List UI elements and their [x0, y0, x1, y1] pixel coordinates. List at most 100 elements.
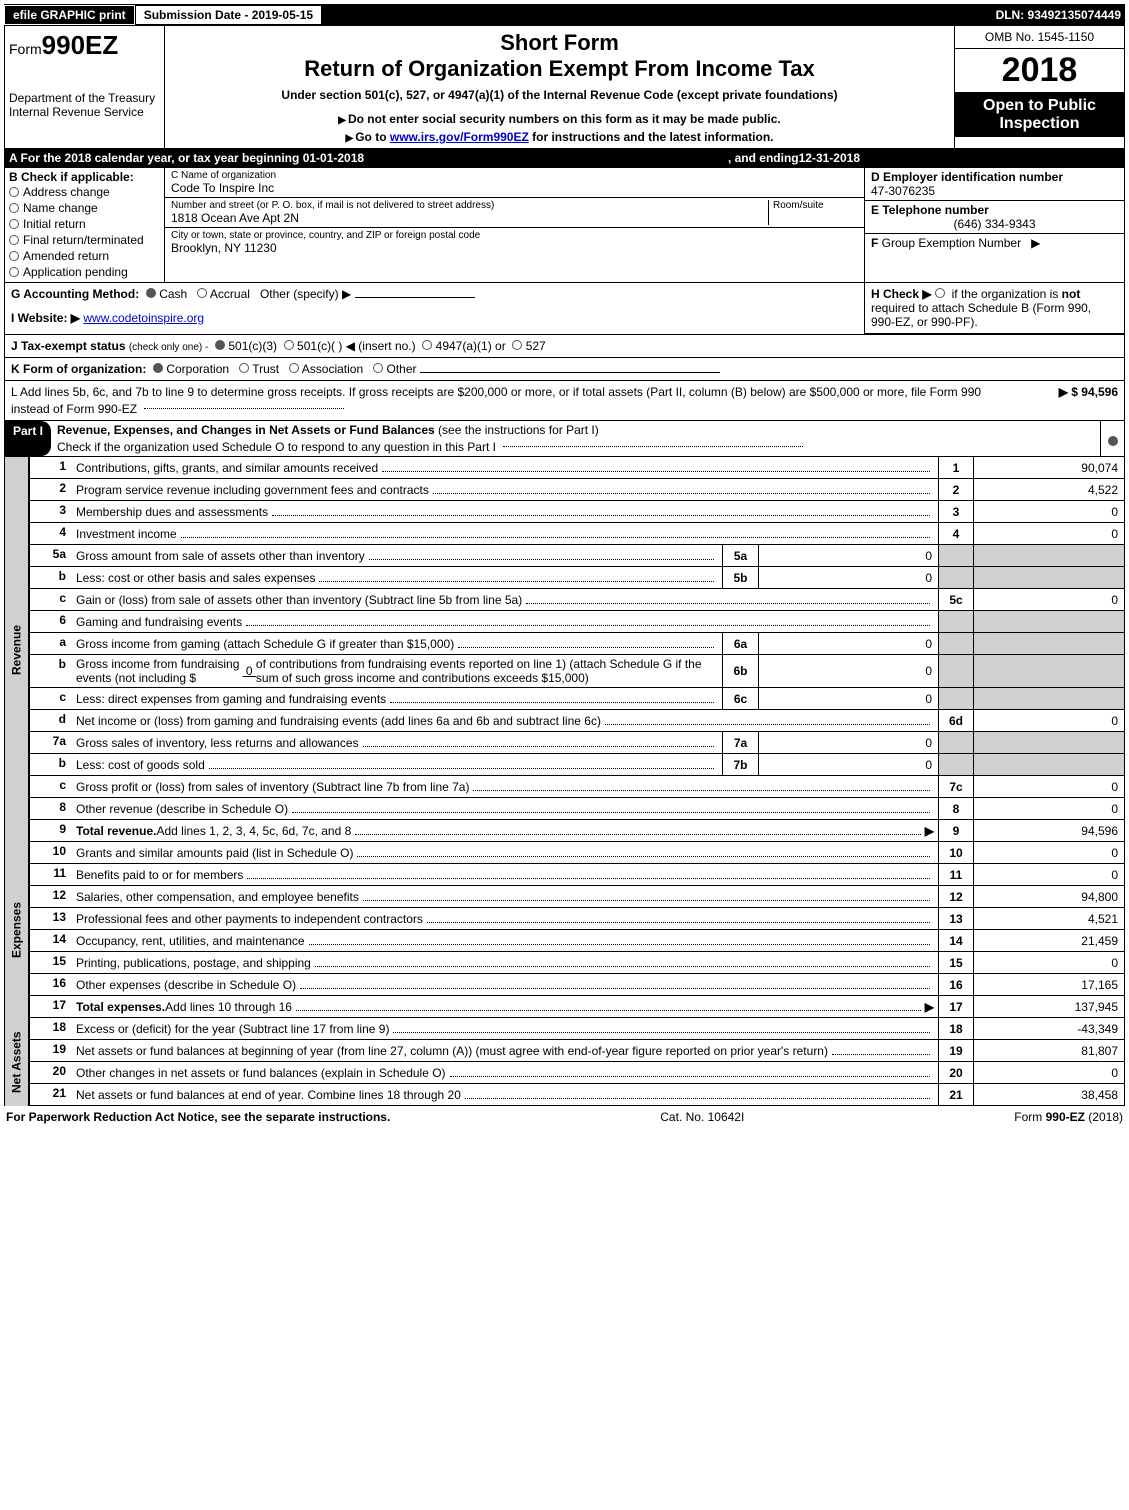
line-description: Net assets or fund balances at beginning…: [72, 1040, 938, 1061]
website-link[interactable]: www.codetoinspire.org: [83, 311, 204, 325]
line-2: 2Program service revenue including gover…: [29, 479, 1125, 501]
line-description: Grants and similar amounts paid (list in…: [72, 842, 938, 863]
initial-return-radio[interactable]: [9, 219, 19, 229]
line-b: bGross income from fundraising events (n…: [29, 655, 1125, 688]
line-box: 17: [938, 996, 974, 1017]
line-7a: 7aGross sales of inventory, less returns…: [29, 732, 1125, 754]
line-box: 5c: [938, 589, 974, 610]
line-description: Gross amount from sale of assets other t…: [72, 545, 722, 566]
line-description: Professional fees and other payments to …: [72, 908, 938, 929]
line-box: 11: [938, 864, 974, 885]
line-number: 21: [30, 1084, 72, 1105]
501c-radio[interactable]: [284, 340, 294, 350]
line-3: 3Membership dues and assessments30: [29, 501, 1125, 523]
footer-left: For Paperwork Reduction Act Notice, see …: [6, 1110, 390, 1124]
entity-block: B Check if applicable: Address change Na…: [4, 168, 1125, 283]
cash-radio[interactable]: [146, 288, 156, 298]
trust-radio[interactable]: [239, 363, 249, 373]
line-18: 18Excess or (deficit) for the year (Subt…: [29, 1018, 1125, 1040]
line-value-grey: [974, 688, 1124, 709]
line-value: 38,458: [974, 1084, 1124, 1105]
line-description: Other revenue (describe in Schedule O): [72, 798, 938, 819]
other-org-input[interactable]: [420, 372, 720, 373]
room-suite-label: Room/suite: [773, 200, 858, 211]
line-number: d: [30, 710, 72, 731]
line-box-grey: [938, 633, 974, 654]
application-pending-radio[interactable]: [9, 267, 19, 277]
line-number: 1: [30, 457, 72, 478]
schedule-o-check[interactable]: [1108, 436, 1118, 446]
name-change-radio[interactable]: [9, 203, 19, 213]
association-radio[interactable]: [289, 363, 299, 373]
mid-line-box: 6b: [722, 655, 758, 687]
line-value: 0: [974, 864, 1124, 885]
amended-return-radio[interactable]: [9, 251, 19, 261]
mid-line-value: 0: [758, 655, 938, 687]
other-specify-input[interactable]: [355, 297, 475, 298]
line-value: 0: [974, 1062, 1124, 1083]
form-header: Form990EZ Department of the Treasury Int…: [4, 26, 1125, 149]
line-19: 19Net assets or fund balances at beginni…: [29, 1040, 1125, 1062]
irs-form-link[interactable]: www.irs.gov/Form990EZ: [390, 130, 529, 144]
line-12: 12Salaries, other compensation, and empl…: [29, 886, 1125, 908]
line-box-grey: [938, 567, 974, 588]
telephone-value: (646) 334-9343: [871, 217, 1118, 231]
address-change-radio[interactable]: [9, 187, 19, 197]
schedule-b-radio[interactable]: [935, 288, 945, 298]
submission-date-button[interactable]: Submission Date - 2019-05-15: [135, 5, 322, 25]
line-value: -43,349: [974, 1018, 1124, 1039]
line-box: 18: [938, 1018, 974, 1039]
line-description: Other changes in net assets or fund bala…: [72, 1062, 938, 1083]
name-change-label: Name change: [23, 201, 98, 215]
line-description: Total expenses. Add lines 10 through 16▶: [72, 996, 938, 1017]
trust-label: Trust: [252, 362, 279, 376]
line-a: aGross income from gaming (attach Schedu…: [29, 633, 1125, 655]
line-number: 15: [30, 952, 72, 973]
expenses-section: Expenses 10Grants and similar amounts pa…: [4, 842, 1125, 1018]
line-value: 17,165: [974, 974, 1124, 995]
mid-line-box: 5a: [722, 545, 758, 566]
line-number: 18: [30, 1018, 72, 1039]
line-box: 7c: [938, 776, 974, 797]
ssn-note: Do not enter social security numbers on …: [169, 112, 950, 126]
net-assets-side-label: Net Assets: [5, 1018, 29, 1106]
line-number: c: [30, 776, 72, 797]
row-g-h: G Accounting Method: Cash Accrual Other …: [4, 283, 1125, 335]
omb-number: OMB No. 1545-1150: [955, 26, 1124, 49]
efile-print-button[interactable]: efile GRAPHIC print: [4, 5, 135, 25]
line-box: 8: [938, 798, 974, 819]
line-value: 81,807: [974, 1040, 1124, 1061]
top-bar: efile GRAPHIC print Submission Date - 20…: [4, 4, 1125, 26]
line-description: Investment income: [72, 523, 938, 544]
line-description: Membership dues and assessments: [72, 501, 938, 522]
dept-treasury: Department of the Treasury: [9, 91, 160, 105]
line-number: c: [30, 688, 72, 709]
other-org-radio[interactable]: [373, 363, 383, 373]
org-name: Code To Inspire Inc: [171, 181, 858, 195]
line-c: cLess: direct expenses from gaming and f…: [29, 688, 1125, 710]
line-4: 4Investment income40: [29, 523, 1125, 545]
line-21: 21Net assets or fund balances at end of …: [29, 1084, 1125, 1106]
address-change-label: Address change: [23, 185, 110, 199]
corporation-label: Corporation: [166, 362, 229, 376]
line-box-grey: [938, 655, 974, 687]
line-14: 14Occupancy, rent, utilities, and mainte…: [29, 930, 1125, 952]
line-box: 13: [938, 908, 974, 929]
corporation-radio[interactable]: [153, 363, 163, 373]
accrual-radio[interactable]: [197, 288, 207, 298]
line-value: 94,800: [974, 886, 1124, 907]
cash-label: Cash: [159, 287, 187, 301]
4947-radio[interactable]: [422, 340, 432, 350]
501c-label: 501(c)( ) ◀ (insert no.): [297, 339, 416, 353]
line-box-grey: [938, 688, 974, 709]
mid-line-box: 5b: [722, 567, 758, 588]
goto-link-row: Go to www.irs.gov/Form990EZ for instruct…: [169, 130, 950, 144]
final-return-radio[interactable]: [9, 235, 19, 245]
subtitle: Under section 501(c), 527, or 4947(a)(1)…: [169, 88, 950, 102]
part-1-check-note: Check if the organization used Schedule …: [57, 440, 496, 454]
line-number: 9: [30, 820, 72, 841]
line-1: 1Contributions, gifts, grants, and simil…: [29, 457, 1125, 479]
501c3-radio[interactable]: [215, 340, 225, 350]
line-box: 2: [938, 479, 974, 500]
527-radio[interactable]: [512, 340, 522, 350]
